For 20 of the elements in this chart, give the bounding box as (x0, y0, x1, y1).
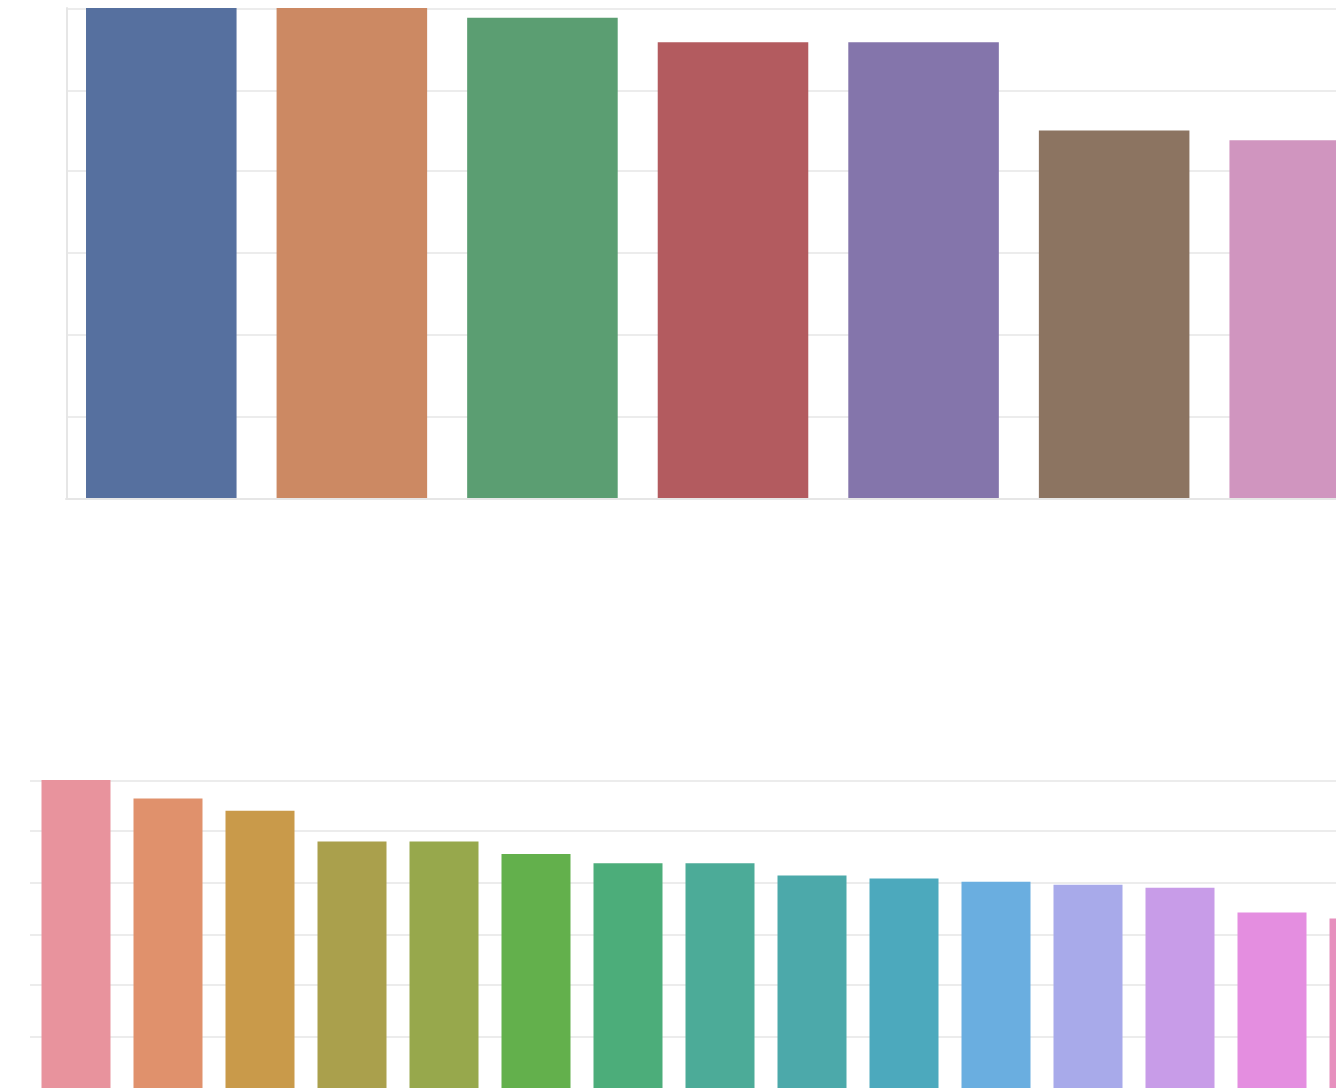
bar (961, 881, 1031, 1088)
bar (593, 863, 663, 1088)
bar (41, 780, 111, 1088)
bar (501, 853, 571, 1088)
bar (1053, 884, 1123, 1088)
bar (657, 42, 809, 498)
bar (467, 17, 618, 498)
bar (1038, 130, 1190, 498)
bar (225, 810, 295, 1088)
bar (869, 878, 939, 1088)
bar (1145, 887, 1215, 1088)
bar (777, 875, 847, 1088)
bar (276, 8, 428, 498)
bar (86, 8, 237, 498)
bar (317, 841, 387, 1088)
bar (848, 42, 999, 498)
bar (133, 798, 203, 1088)
bar (409, 841, 479, 1088)
bar (1237, 912, 1307, 1088)
bar (685, 863, 755, 1088)
